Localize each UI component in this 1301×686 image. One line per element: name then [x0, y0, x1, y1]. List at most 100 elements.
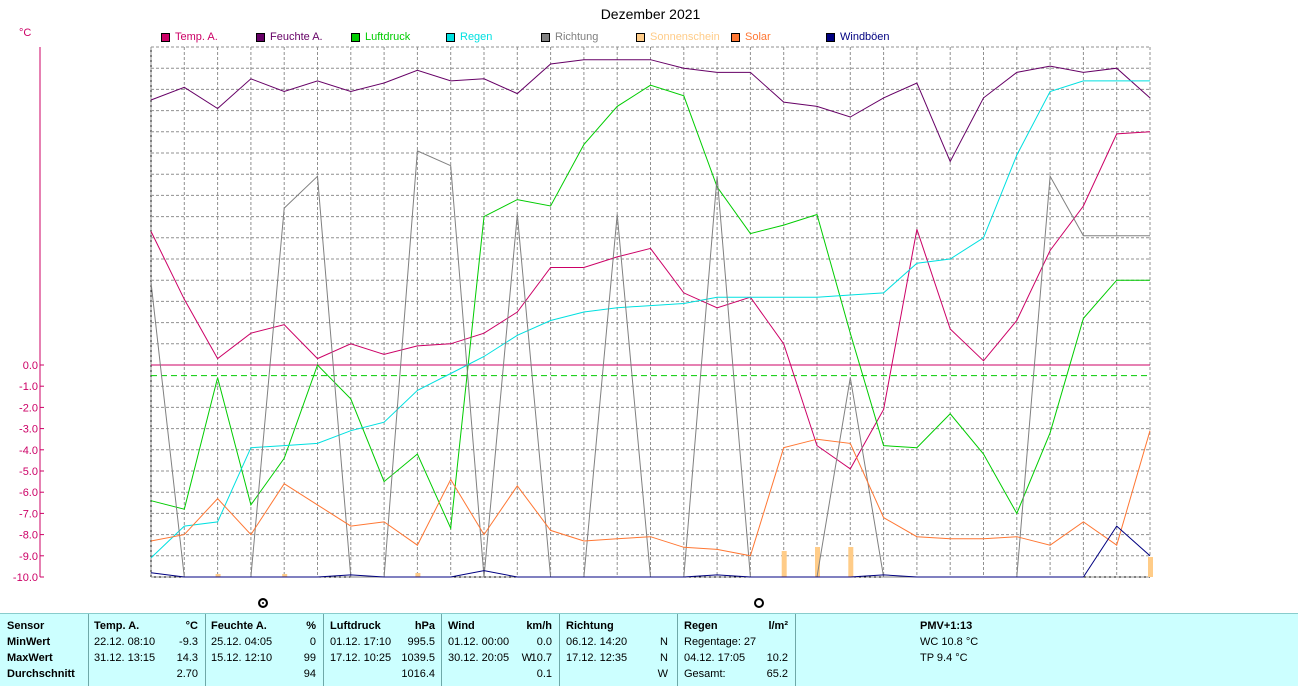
y-tick-label: -6.0	[19, 487, 38, 499]
legend-swatch	[731, 33, 740, 42]
row-label-avg: Durchschnitt	[7, 668, 75, 680]
header-temp: Temp. A.	[94, 620, 140, 632]
y-tick-label: -7.0	[19, 508, 38, 520]
legend-label: Richtung	[555, 31, 599, 43]
legend-label: Windböen	[840, 31, 890, 43]
wind-min-time: 01.12. 00:00	[448, 636, 510, 648]
legend-swatch	[351, 33, 360, 42]
legend-swatch	[161, 33, 170, 42]
temp-min-time: 22.12. 08:10	[94, 636, 156, 648]
luftdruck-max-value: 1039.5	[401, 652, 435, 664]
y-tick-label: -3.0	[19, 424, 38, 436]
header-wind: Wind	[448, 620, 475, 632]
feuchte-avg-value: 94	[303, 668, 316, 680]
legend-swatch	[636, 33, 645, 42]
sonnenschein-bar	[848, 547, 854, 577]
col-sensor: Sensor MinWert MaxWert Durchschnitt	[0, 614, 89, 686]
y-axis-unit: °C	[19, 27, 32, 39]
col-regen: Regen l/m² Regentage: 27 04.12. 17:05 10…	[678, 614, 796, 686]
new-moon-icon	[754, 598, 764, 608]
feuchte-min-value: 0	[309, 636, 316, 648]
col-pmv: PMV+1:13 WC 10.8 °C TP 9.4 °C	[796, 614, 1298, 686]
y-tick-label: -1.0	[19, 381, 38, 393]
chart-canvas: 0.0 -1.0 -2.0 -3.0 -4.0 -5.0 -6.0 -7.0 -8.0 -9.0 -…	[13, 46, 1153, 584]
richtung-max-time: 17.12. 12:35	[566, 652, 628, 664]
y-tick-label: -9.0	[19, 551, 38, 563]
richtung-min-value: N	[660, 636, 668, 648]
col-richtung: Richtung 06.12. 14:20 N 17.12. 12:35 N W	[560, 614, 678, 686]
regen-max-value: 10.2	[766, 652, 788, 664]
series-lines	[150, 59, 1151, 578]
richtung-max-value: N	[660, 652, 668, 664]
series-line	[150, 525, 1151, 578]
row-label-min: MinWert	[7, 636, 51, 648]
temp-max-time: 31.12. 13:15	[94, 652, 156, 664]
pmv-tp: TP 9.4 °C	[920, 652, 968, 664]
statistics-table: Sensor MinWert MaxWert Durchschnitt Temp…	[0, 613, 1298, 686]
unit-regen: l/m²	[768, 620, 788, 632]
sonnenschein-bar	[781, 551, 787, 577]
full-moon-icon	[258, 598, 268, 608]
richtung-min-time: 06.12. 14:20	[566, 636, 628, 648]
feuchte-min-time: 25.12. 04:05	[211, 636, 273, 648]
wind-max-time: 30.12. 20:05	[448, 652, 510, 664]
col-luftdruck: Luftdruck hPa 01.12. 17:10 995.5 17.12. …	[324, 614, 442, 686]
legend-swatch	[541, 33, 550, 42]
temp-max-value: 14.3	[176, 652, 198, 664]
luftdruck-min-value: 995.5	[407, 636, 435, 648]
feuchte-max-value: 99	[303, 652, 316, 664]
series-line	[150, 80, 1150, 559]
header-feuchte: Feuchte A.	[211, 620, 267, 632]
header-richtung: Richtung	[566, 620, 614, 632]
legend-label: Feuchte A.	[270, 31, 323, 43]
sonnenschein-bar	[282, 574, 288, 577]
header-luftdruck: Luftdruck	[330, 620, 381, 632]
legend-label: Luftdruck	[365, 31, 411, 43]
y-tick-label: -2.0	[19, 402, 38, 414]
unit-luftdruck: hPa	[414, 620, 435, 632]
grid-lines	[150, 46, 1151, 578]
y-tick-label: 0.0	[23, 360, 38, 372]
y-axis: 0.0 -1.0 -2.0 -3.0 -4.0 -5.0 -6.0 -7.0 -8.0 -9.0 -…	[13, 360, 44, 584]
sonnenschein-bar	[1148, 557, 1153, 577]
unit-wind: km/h	[526, 620, 552, 632]
wind-max-value: 10.7	[530, 652, 552, 664]
legend-swatch	[256, 33, 265, 42]
sonnenschein-bar	[215, 574, 221, 577]
chart-title: Dezember 2021	[600, 6, 701, 22]
series-line	[150, 131, 1151, 470]
regen-max-time: 04.12. 17:05	[684, 652, 746, 664]
regen-gesamt-value: 65.2	[766, 668, 788, 680]
unit-temp: °C	[185, 620, 198, 632]
series-line	[150, 430, 1151, 557]
header-sensor: Sensor	[7, 620, 45, 632]
y-tick-label: -8.0	[19, 530, 38, 542]
regen-regentage: Regentage: 27	[684, 636, 757, 648]
col-feuchte: Feuchte A. % 25.12. 04:05 0 15.12. 12:10…	[206, 614, 324, 686]
legend-swatch	[826, 33, 835, 42]
col-wind: Wind km/h 01.12. 00:00 0.0 30.12. 20:05 …	[442, 614, 560, 686]
luftdruck-max-time: 17.12. 10:25	[330, 652, 392, 664]
feuchte-max-time: 15.12. 12:10	[211, 652, 273, 664]
legend-label: Sonnenschein	[650, 31, 720, 43]
row-label-max: MaxWert	[7, 652, 53, 664]
unit-feuchte: %	[306, 620, 316, 632]
series-line	[150, 59, 1151, 163]
sonnenschein-bar	[815, 547, 820, 577]
luftdruck-avg-value: 1016.4	[401, 668, 435, 680]
temp-min-value: -9.3	[179, 636, 198, 648]
wind-max-direction: W	[521, 652, 532, 664]
regen-gesamt-label: Gesamt:	[684, 668, 726, 680]
sonnenschein-bars	[215, 547, 1153, 577]
legend-label: Temp. A.	[175, 31, 218, 43]
header-regen: Regen	[684, 620, 718, 632]
wind-min-value: 0.0	[536, 636, 552, 648]
richtung-avg-value: W	[657, 668, 668, 680]
luftdruck-min-time: 01.12. 17:10	[330, 636, 392, 648]
pmv-wc: WC 10.8 °C	[920, 636, 979, 648]
y-tick-label: -5.0	[19, 466, 38, 478]
header-pmv: PMV+1:13	[920, 620, 973, 632]
y-tick-label: -4.0	[19, 445, 38, 457]
col-temp: Temp. A. °C 22.12. 08:10 -9.3 31.12. 13:…	[89, 614, 206, 686]
y-tick-label: -10.0	[13, 572, 38, 584]
